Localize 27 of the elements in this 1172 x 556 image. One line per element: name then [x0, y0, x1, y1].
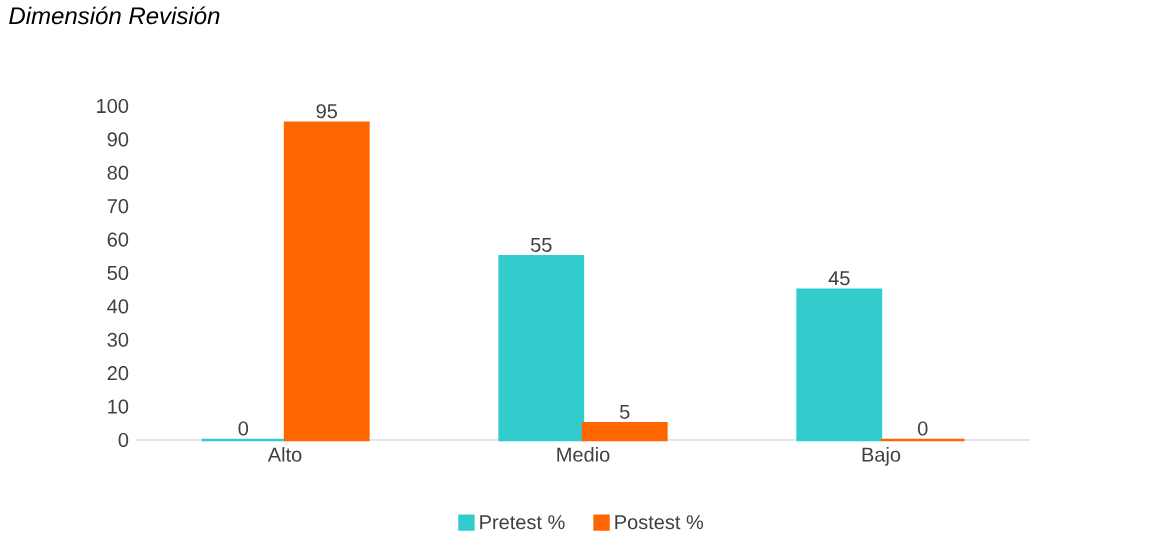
y-tick-label: 30: [107, 332, 129, 347]
y-tick-label: 10: [108, 399, 129, 414]
bar: [498, 255, 585, 442]
y-tick-label: 100: [97, 98, 129, 114]
data-label: 95: [316, 104, 338, 119]
data-label: 0: [238, 421, 249, 436]
y-tick-label: 60: [107, 232, 129, 247]
bar: [283, 121, 370, 442]
y-tick-label: 90: [107, 132, 129, 147]
data-label: 55: [530, 237, 552, 252]
legend-label: Postest %: [615, 515, 704, 530]
y-tick-label: 40: [107, 299, 129, 314]
bar: [796, 288, 883, 442]
chart-title: Dimensión Revisión: [9, 6, 220, 25]
data-label: 0: [917, 421, 928, 436]
bar: [581, 422, 668, 442]
x-tick-label: Alto: [267, 447, 302, 462]
y-tick-label: 80: [107, 165, 129, 180]
y-tick-label: 70: [107, 199, 129, 214]
y-tick-label: 20: [107, 366, 129, 381]
y-tick-label: 50: [107, 265, 129, 281]
y-tick-label: 0: [118, 432, 129, 448]
x-tick-label: Bajo: [862, 447, 901, 466]
data-label: 5: [619, 404, 630, 419]
x-tick-label: Medio: [557, 447, 610, 462]
data-label: 45: [828, 271, 850, 286]
legend-label: Pretest %: [480, 515, 565, 530]
